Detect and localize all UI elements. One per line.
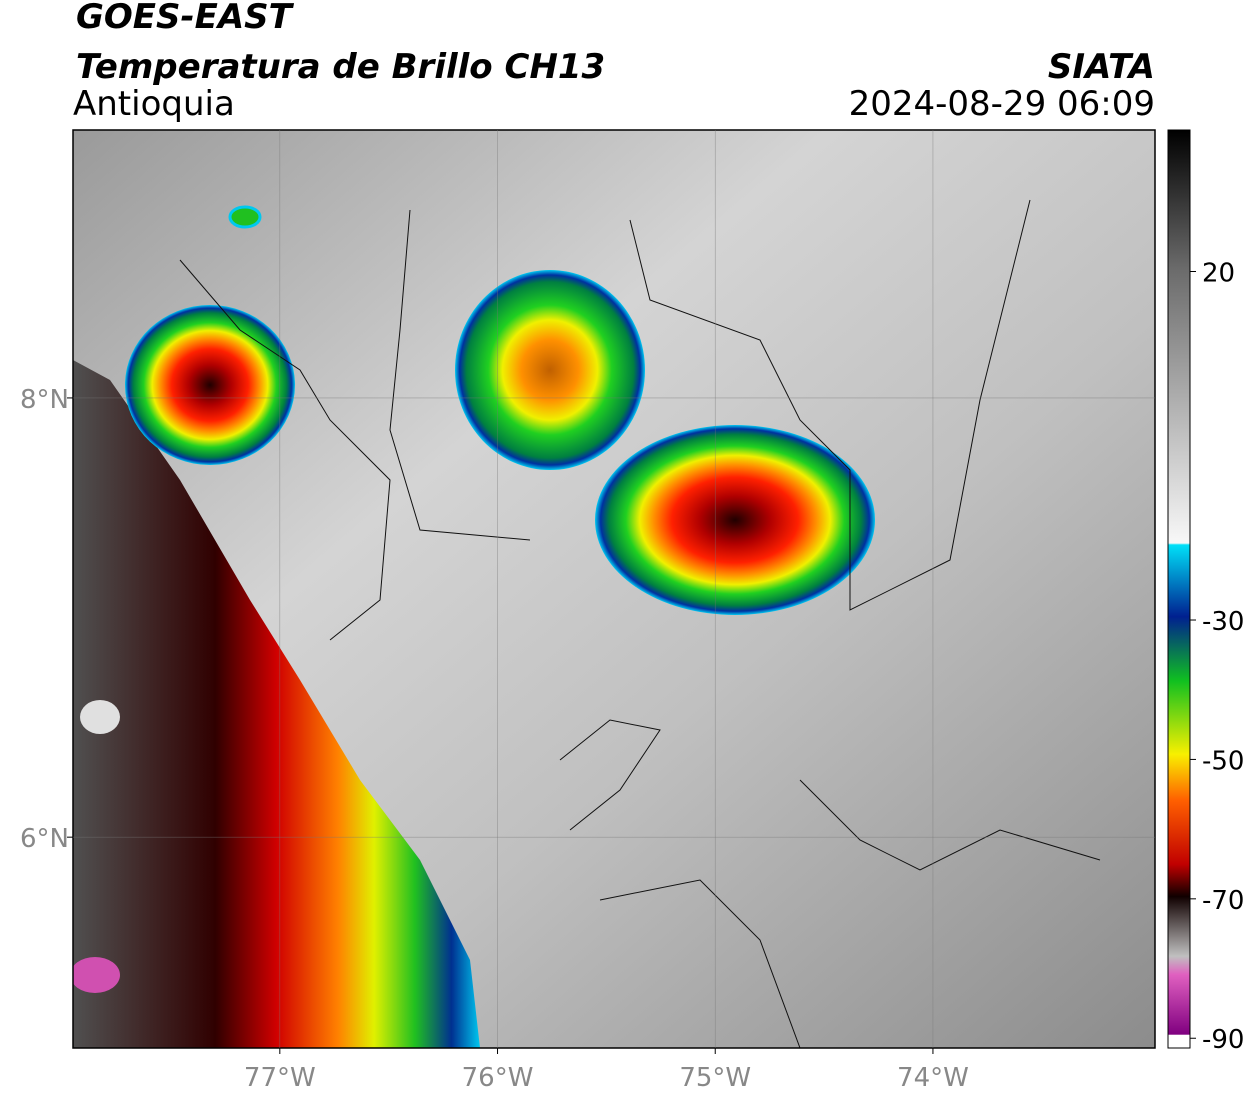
product: Temperatura de Brillo CH13 xyxy=(76,47,605,87)
x-tick-label: 76°W xyxy=(462,1063,534,1093)
colorbar xyxy=(1167,129,1191,1049)
colorbar-label: 20 xyxy=(1202,258,1235,288)
map-image xyxy=(73,130,1155,1048)
colorbar-label: -90 xyxy=(1202,1025,1244,1055)
datetime: 2024-08-29 06:09 xyxy=(849,84,1155,124)
x-tick-label: 75°W xyxy=(679,1063,751,1093)
colorbar-label: -50 xyxy=(1202,746,1244,776)
region: Antioquia xyxy=(73,84,235,124)
map-frame xyxy=(72,129,1156,1049)
source: SIATA xyxy=(1048,47,1155,87)
y-tick-label: 6°N xyxy=(20,824,69,854)
satellite: GOES-EAST xyxy=(76,0,295,37)
x-tick-label: 77°W xyxy=(244,1063,316,1093)
colorbar-label: -30 xyxy=(1202,607,1244,637)
y-tick-label: 8°N xyxy=(20,385,69,415)
x-tick-label: 74°W xyxy=(897,1063,969,1093)
colorbar-label: -70 xyxy=(1202,886,1244,916)
